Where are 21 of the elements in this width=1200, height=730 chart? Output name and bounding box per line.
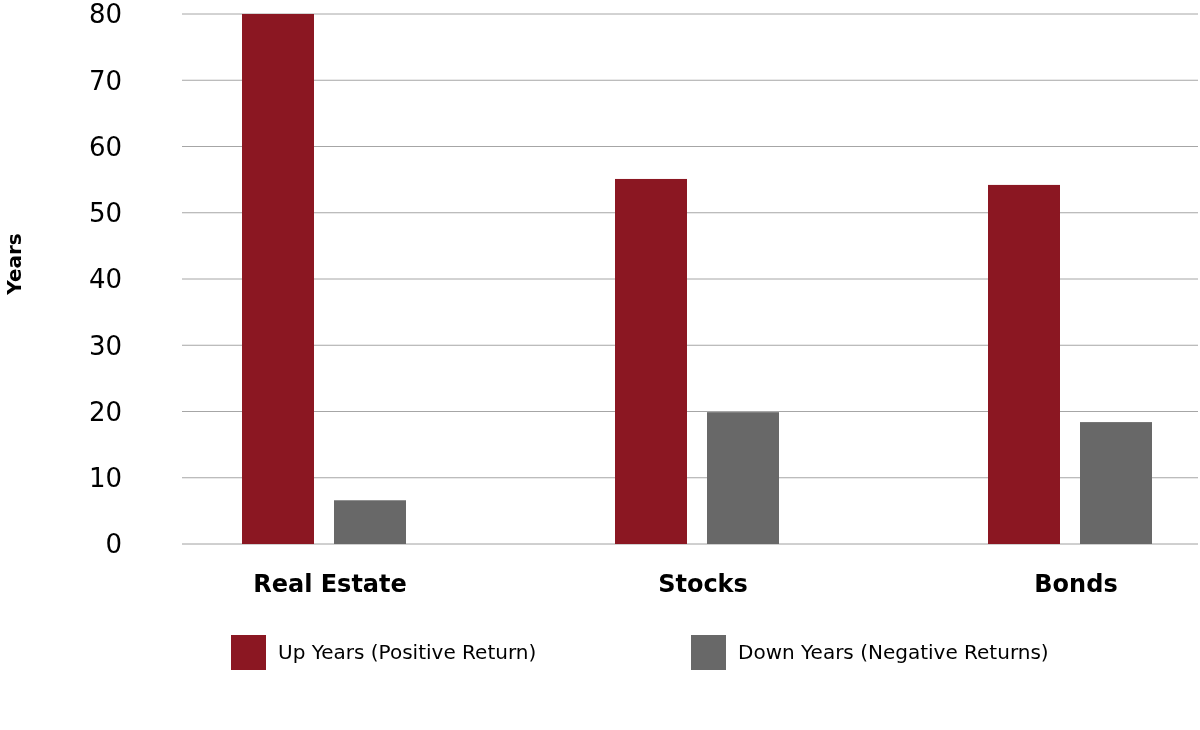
x-tick-label: Stocks [658,570,748,598]
bar [988,184,1060,544]
y-tick-label: 80 [88,0,122,30]
bar [707,412,779,544]
bar [334,500,406,544]
x-tick-label: Bonds [1034,570,1118,598]
bar [615,178,687,544]
y-tick-label: 20 [88,396,122,427]
y-tick-label: 40 [88,264,122,295]
legend-label: Down Years (Negative Returns) [738,640,1049,665]
y-tick-label: 10 [88,463,122,494]
y-axis-title: Years [2,233,26,296]
y-tick-label: 30 [88,330,122,361]
x-tick-label: Real Estate [253,570,407,598]
legend-label: Up Years (Positive Return) [278,640,537,665]
bar [1080,422,1152,544]
bar [242,14,314,544]
y-tick-label: 0 [105,529,122,560]
y-tick-label: 70 [88,65,122,96]
y-tick-label: 60 [88,131,122,162]
y-tick-label: 50 [88,198,122,229]
